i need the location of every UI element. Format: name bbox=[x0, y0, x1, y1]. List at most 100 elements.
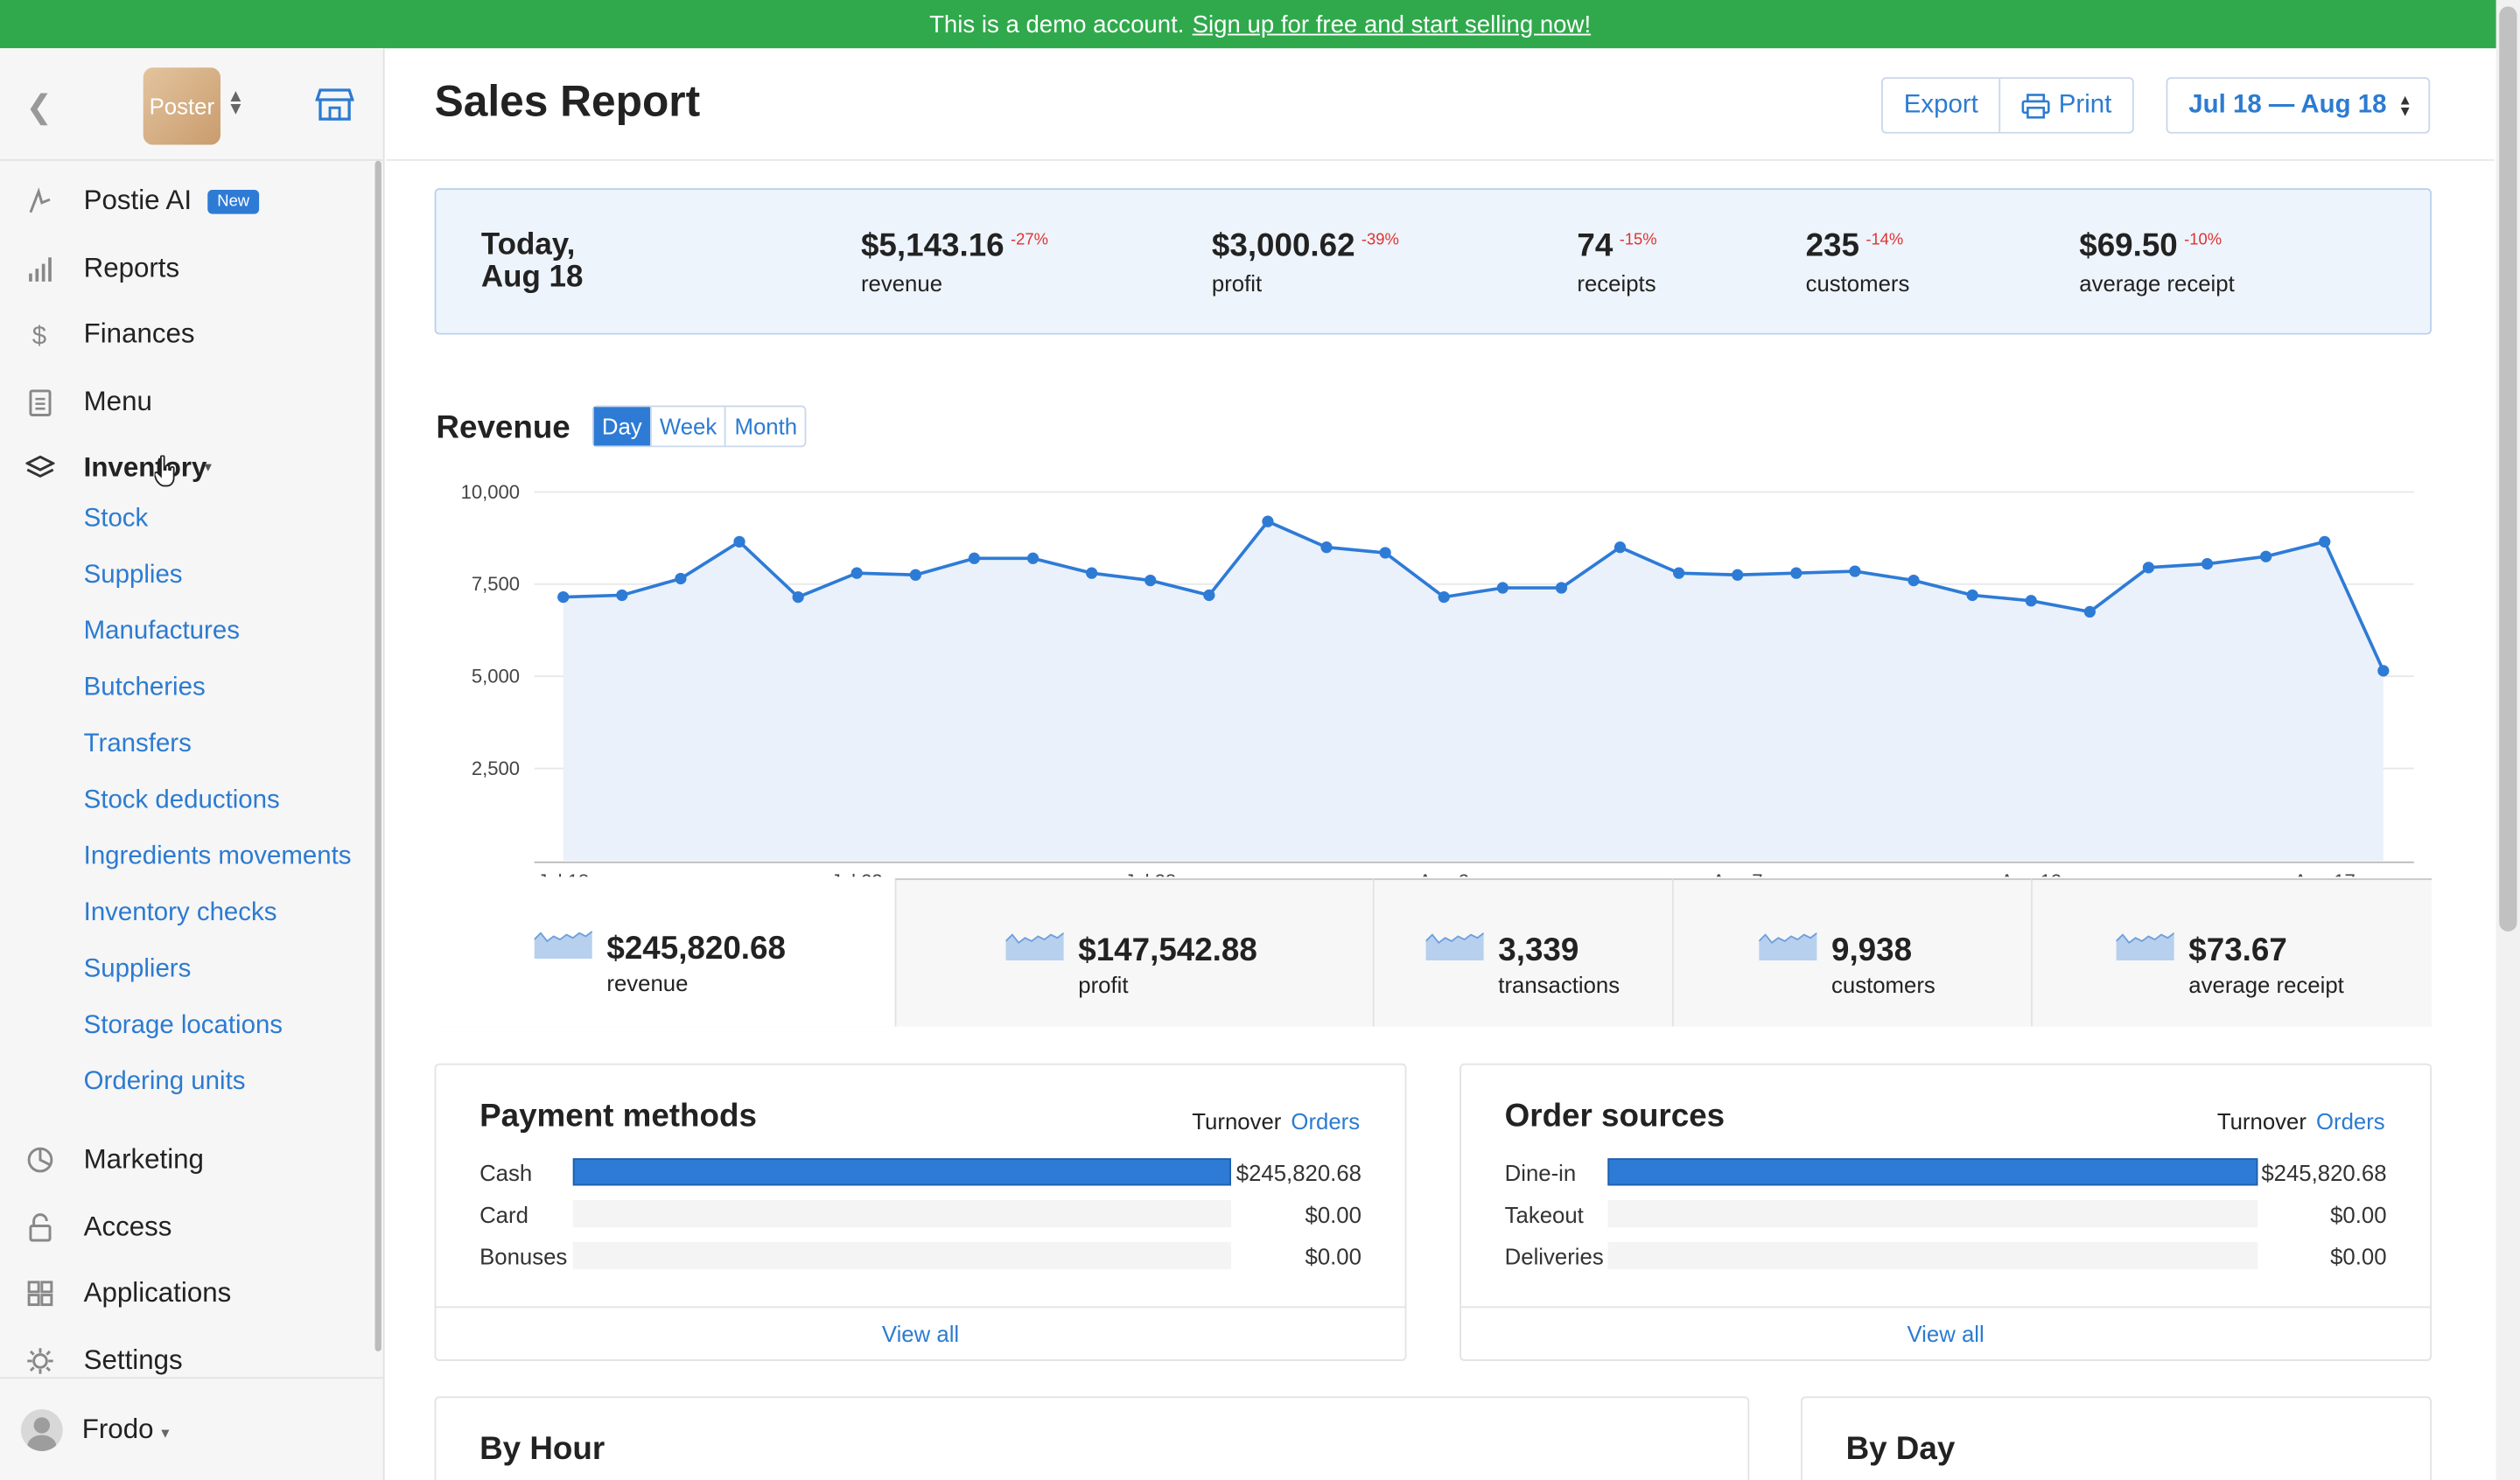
revenue-point[interactable] bbox=[2201, 558, 2214, 570]
sidebar-subitem-stock[interactable]: Stock bbox=[83, 505, 149, 533]
sidebar-scrollbar[interactable] bbox=[374, 160, 382, 1351]
kpi-value: $69.50 bbox=[2079, 228, 2178, 264]
dollar-icon: $ bbox=[32, 322, 46, 350]
page-scrollbar-thumb[interactable] bbox=[2499, 6, 2517, 932]
user-menu[interactable]: Frodo ▾ bbox=[0, 1377, 383, 1480]
tab-day[interactable]: Day bbox=[593, 407, 650, 446]
sidebar-subitem-ingredients-movements[interactable]: Ingredients movements bbox=[83, 842, 352, 871]
sidebar-item-postie-ai[interactable]: Postie AI New bbox=[0, 177, 374, 225]
kpi-delta: -14% bbox=[1866, 231, 1904, 250]
sidebar-item-applications[interactable]: Applications bbox=[0, 1269, 374, 1317]
tab-turnover[interactable]: Turnover bbox=[1192, 1108, 1282, 1134]
tab-turnover[interactable]: Turnover bbox=[2216, 1108, 2306, 1134]
document-icon bbox=[29, 389, 52, 416]
sidebar-subitem-suppliers[interactable]: Suppliers bbox=[83, 955, 192, 983]
revenue-point[interactable] bbox=[1026, 552, 1040, 564]
revenue-point[interactable] bbox=[1614, 541, 1627, 554]
revenue-point[interactable] bbox=[1144, 574, 1157, 587]
payment-methods-view-all[interactable]: View all bbox=[436, 1306, 1405, 1359]
revenue-point[interactable] bbox=[1849, 565, 1861, 577]
tab-orders[interactable]: Orders bbox=[1291, 1108, 1361, 1134]
sidebar-item-label: Settings bbox=[83, 1344, 183, 1376]
page-title: Sales Report bbox=[434, 77, 701, 126]
sidebar-item-marketing[interactable]: Marketing bbox=[0, 1135, 374, 1183]
sidebar-subitem-butcheries[interactable]: Butcheries bbox=[83, 674, 206, 702]
total-transactions[interactable]: 3,339 transactions bbox=[1372, 878, 1672, 1027]
x-tick-label: Aug 17 bbox=[2294, 870, 2356, 876]
mouse-cursor-icon bbox=[154, 455, 175, 487]
revenue-point[interactable] bbox=[968, 552, 981, 564]
sidebar-subitem-stock-deductions[interactable]: Stock deductions bbox=[83, 786, 280, 814]
revenue-point[interactable] bbox=[2260, 550, 2272, 562]
sparkline-icon bbox=[1425, 932, 1484, 961]
sidebar-subitem-supplies[interactable]: Supplies bbox=[83, 561, 183, 590]
print-button[interactable]: Print bbox=[1998, 79, 2132, 132]
sparkline-icon bbox=[2116, 932, 2174, 961]
total-average-receipt[interactable]: $73.67 average receipt bbox=[2031, 878, 2432, 1027]
revenue-point[interactable] bbox=[1262, 515, 1274, 527]
collapse-sidebar-icon[interactable]: ❮ bbox=[25, 89, 53, 126]
revenue-point[interactable] bbox=[1673, 567, 1685, 579]
revenue-point[interactable] bbox=[2083, 605, 2096, 618]
bar-row-deliveries: Deliveries $0.00 bbox=[1505, 1240, 2387, 1273]
revenue-point[interactable] bbox=[1790, 567, 1802, 579]
revenue-point[interactable] bbox=[2025, 595, 2037, 607]
sidebar-item-reports[interactable]: Reports bbox=[0, 245, 374, 293]
account-logo[interactable]: Poster bbox=[143, 67, 220, 145]
sidebar-item-menu[interactable]: Menu bbox=[0, 378, 374, 426]
revenue-point[interactable] bbox=[1320, 541, 1333, 554]
sidebar-subitem-storage-locations[interactable]: Storage locations bbox=[83, 1011, 284, 1040]
row-amount: $0.00 bbox=[1305, 1201, 1362, 1228]
row-label: Bonuses bbox=[480, 1243, 568, 1270]
revenue-point[interactable] bbox=[2377, 665, 2390, 677]
kpi-label: revenue bbox=[860, 269, 943, 297]
export-button[interactable]: Export bbox=[1903, 90, 1978, 119]
sidebar-header: ❮ Poster ▲ ▼ bbox=[0, 48, 383, 161]
tab-orders[interactable]: Orders bbox=[2315, 1108, 2385, 1134]
revenue-point[interactable] bbox=[1438, 590, 1450, 604]
user-name[interactable]: Frodo ▾ bbox=[81, 1414, 170, 1445]
total-revenue[interactable]: $245,820.68 revenue bbox=[434, 878, 895, 1027]
total-customers[interactable]: 9,938 customers bbox=[1671, 878, 2032, 1027]
sidebar-subitem-ordering-units[interactable]: Ordering units bbox=[83, 1068, 246, 1096]
date-range-picker[interactable]: Jul 18 — Aug 18 ▲ ▼ bbox=[2166, 77, 2431, 134]
revenue-point[interactable] bbox=[1555, 582, 1568, 594]
revenue-point[interactable] bbox=[1496, 582, 1508, 594]
revenue-point[interactable] bbox=[1966, 589, 1978, 602]
signup-link[interactable]: Sign up for free and start selling now! bbox=[1192, 10, 1592, 38]
by-day-card: By Day bbox=[1801, 1396, 2432, 1480]
revenue-point[interactable] bbox=[1379, 547, 1391, 559]
tab-week[interactable]: Week bbox=[649, 407, 725, 446]
sidebar-subitem-manufactures[interactable]: Manufactures bbox=[83, 618, 240, 646]
revenue-point[interactable] bbox=[1203, 589, 1215, 602]
revenue-point[interactable] bbox=[1732, 569, 1744, 581]
total-profit[interactable]: $147,542.88 profit bbox=[894, 878, 1373, 1027]
by-hour-title: By Hour bbox=[480, 1431, 606, 1468]
revenue-point[interactable] bbox=[850, 567, 863, 579]
revenue-point[interactable] bbox=[1086, 567, 1098, 579]
today-kpi-receipts: 74 -15% receipts bbox=[1577, 228, 1656, 296]
sidebar-item-finances[interactable]: $ Finances bbox=[0, 311, 374, 359]
tab-month[interactable]: Month bbox=[724, 407, 805, 446]
sidebar-subitem-inventory-checks[interactable]: Inventory checks bbox=[83, 899, 277, 927]
revenue-point[interactable] bbox=[733, 535, 746, 548]
total-value: 3,339 bbox=[1498, 932, 1579, 969]
revenue-point[interactable] bbox=[2319, 535, 2331, 548]
sidebar-item-inventory[interactable]: Inventory ▾ bbox=[0, 444, 374, 492]
revenue-point[interactable] bbox=[792, 590, 804, 604]
sidebar-item-settings[interactable]: Settings bbox=[0, 1337, 374, 1385]
sidebar-item-access[interactable]: Access bbox=[0, 1204, 374, 1252]
today-kpi-customers: 235 -14% customers bbox=[1806, 228, 1910, 296]
bar-row-dine-in: Dine-in $245,820.68 bbox=[1505, 1156, 2387, 1189]
storefront-icon[interactable] bbox=[315, 87, 354, 122]
account-switch-icon[interactable]: ▲ ▼ bbox=[227, 87, 245, 120]
row-amount: $0.00 bbox=[2330, 1243, 2387, 1270]
revenue-point[interactable] bbox=[2142, 562, 2155, 574]
order-sources-view-all[interactable]: View all bbox=[1460, 1306, 2431, 1359]
revenue-point[interactable] bbox=[616, 589, 628, 602]
revenue-point[interactable] bbox=[1908, 574, 1920, 587]
revenue-point[interactable] bbox=[675, 572, 687, 585]
revenue-point[interactable] bbox=[557, 590, 570, 604]
revenue-point[interactable] bbox=[909, 569, 921, 581]
sidebar-subitem-transfers[interactable]: Transfers bbox=[83, 730, 192, 758]
